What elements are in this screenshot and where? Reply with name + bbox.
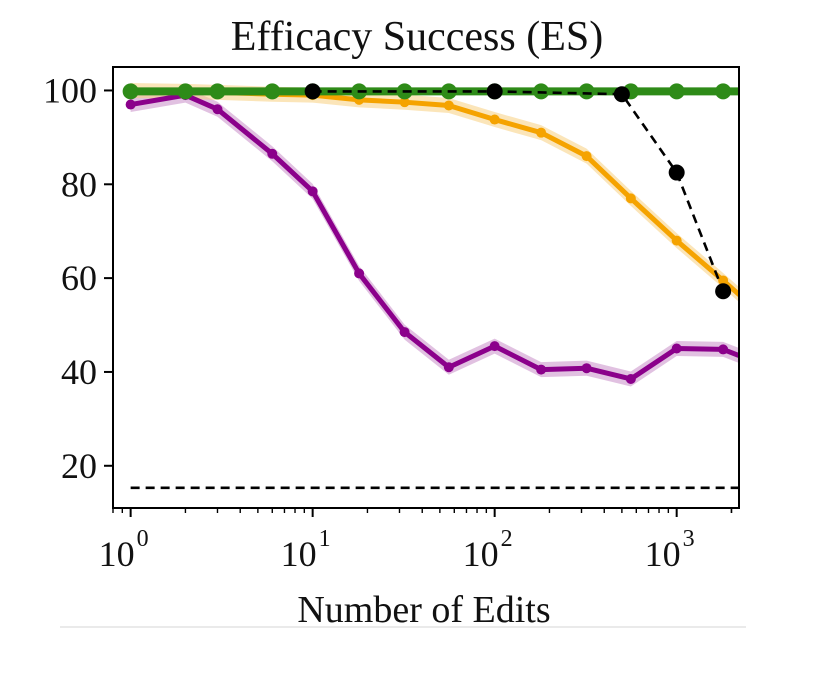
series-2-point [715,83,732,100]
x-tick-label: 10 2 [463,526,513,574]
series-0 [125,90,739,384]
y-tick-label: 40 [61,352,97,392]
x-tick-label: 10 3 [645,526,695,574]
series-2-point [122,83,139,100]
y-tick-label: 100 [43,70,97,110]
x-tick-label: 10 0 [99,526,149,574]
series-0-point [307,186,318,197]
y-tick-label: 80 [61,164,97,204]
series-0-band [130,87,739,387]
series-0-point [718,344,729,355]
series-1-point [718,275,729,286]
y-tick-label: 20 [61,446,97,486]
series-3-point [486,83,503,100]
series-1-line [128,87,739,298]
x-tick-label: 10 1 [281,526,331,574]
series-3-point [613,86,630,103]
x-tick-exponent: 3 [683,526,695,552]
series-2-point [668,83,685,100]
confidence-bands [130,82,739,387]
series-2-point [177,83,194,100]
series-1-band [130,82,739,303]
y-tick-label: 60 [61,258,97,298]
x-tick-exponent: 0 [137,526,149,552]
x-tick-exponent: 1 [319,526,331,552]
series-1-point [489,114,500,125]
x-tick-base: 10 [99,534,135,574]
series-3-point [715,283,732,300]
x-tick-base: 10 [281,534,317,574]
series-3-point [304,83,321,100]
series-1-point [581,151,592,162]
x-tick-base: 10 [645,534,681,574]
y-axis-ticks: 20 40 60 80 100 [43,70,113,486]
x-tick-exponent: 2 [501,526,513,552]
series-3 [304,83,732,300]
series-0-point [625,373,636,384]
series-0-point [536,364,547,375]
series-2-point [264,83,281,100]
series-layer [122,83,739,490]
series-2-point [578,83,595,100]
series-0-point [125,99,136,110]
series-0-point [671,343,682,354]
series-0-point [212,104,223,115]
series-0-line [128,92,739,382]
series-1-point [671,235,682,246]
series-0-point [443,362,454,373]
series-0-point [354,268,365,279]
series-3-point [668,164,685,181]
series-0-point [399,327,410,338]
series-0-point [489,341,500,352]
x-tick-base: 10 [463,534,499,574]
x-axis-ticks: 10 0 10 1 10 2 10 3 [99,508,733,574]
axes [112,66,740,509]
series-2-point [209,83,226,100]
series-1-point [443,100,454,111]
series-1-point [536,127,547,138]
series-1-point [625,193,636,204]
series-3-line [312,90,725,292]
chart-title: Efficacy Success (ES) [231,14,603,60]
axes-frame [112,66,740,509]
series-0-point [267,148,278,159]
x-axis-label: Number of Edits [297,589,550,631]
series-1-point [399,97,410,108]
series-0-point [581,363,592,374]
